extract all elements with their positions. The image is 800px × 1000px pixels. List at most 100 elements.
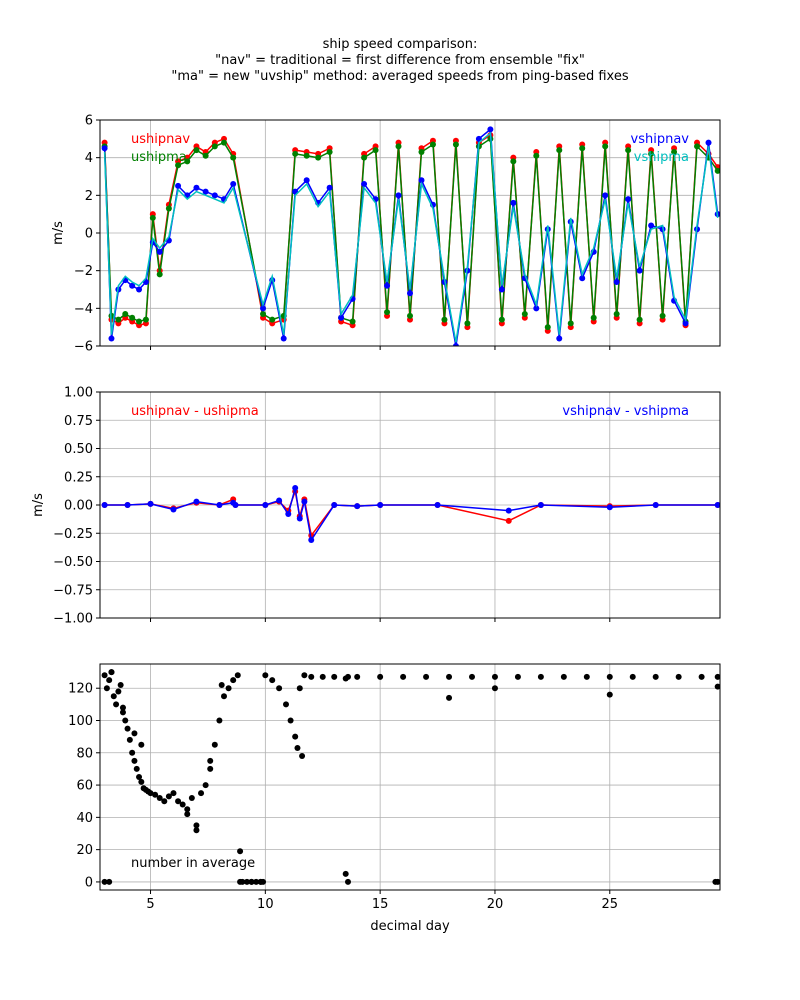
- data-point-ushipma: [211, 143, 218, 150]
- data-point-number-in-average: [491, 673, 498, 680]
- data-point-number-in-average: [714, 683, 720, 690]
- data-point-ushipma: [326, 149, 333, 156]
- x-axis-label: decimal day: [370, 919, 450, 934]
- legend-text-ushipnav: ushipnav: [131, 132, 190, 147]
- y-tick-label: 0.75: [64, 414, 93, 429]
- data-point-ushipma: [533, 152, 540, 159]
- data-point-number-in-average: [156, 794, 163, 801]
- data-point-number-in-average: [583, 673, 590, 680]
- data-point-number-in-average: [296, 685, 303, 692]
- data-point-vshipnav: [613, 278, 620, 285]
- data-point-number-in-average: [138, 778, 145, 785]
- data-point-number-in-average: [225, 685, 232, 692]
- annotation-number-in-average: number in average: [131, 856, 255, 871]
- data-point-number-in-average: [230, 677, 237, 684]
- data-point-ushipma: [149, 214, 156, 221]
- y-tick-label: 120: [68, 682, 93, 697]
- y-tick-label: −0.50: [53, 555, 93, 570]
- data-point-number-in-average: [103, 685, 110, 692]
- data-point-ushipma: [184, 158, 191, 165]
- data-point-vshipnav: [602, 192, 609, 199]
- series-line-ushipnav-ushipma: [104, 488, 718, 538]
- data-point-number-in-average: [131, 757, 138, 764]
- data-point-ushipma: [613, 310, 620, 317]
- legend-text-ushipma: ushipma: [131, 150, 187, 165]
- data-point-vshipnav: [407, 290, 413, 297]
- data-point-number-in-average: [714, 878, 720, 885]
- data-point-number-in-average: [514, 673, 521, 680]
- data-point-number-in-average: [193, 827, 200, 834]
- data-point-vshipnav: [498, 286, 505, 293]
- data-point-vshipnav: [510, 199, 517, 206]
- data-point-number-in-average: [345, 878, 351, 885]
- series-line-vshipma: [103, 131, 719, 343]
- data-point-ushipma: [407, 312, 413, 319]
- data-point-vshipnav-vshipma: [308, 537, 315, 544]
- data-point-number-in-average: [714, 673, 720, 680]
- data-point-ushipma: [694, 143, 701, 150]
- data-point-number-in-average: [237, 848, 244, 855]
- panel-2: −1.00 −0.75 −0.50 −0.25 0.00 0.25 0.50 0.75 1.00…: [31, 386, 721, 627]
- y-tick-label: 6: [85, 114, 93, 129]
- data-point-number-in-average: [675, 673, 682, 680]
- data-point-ushipma: [202, 152, 209, 159]
- data-point-number-in-average: [301, 672, 308, 679]
- data-point-number-in-average: [101, 672, 108, 679]
- data-point-number-in-average: [423, 673, 430, 680]
- data-point-vshipnav-vshipma: [276, 497, 283, 504]
- data-point-ushipma: [384, 309, 391, 316]
- data-point-vshipnav: [230, 181, 237, 188]
- data-point-vshipnav: [260, 305, 267, 312]
- data-point-number-in-average: [294, 744, 301, 751]
- data-point-vshipnav-vshipma: [505, 507, 512, 514]
- data-point-number-in-average: [207, 765, 214, 772]
- data-point-ushipma: [129, 314, 136, 321]
- data-point-number-in-average: [283, 701, 289, 708]
- legend-text-vshipnav-vshipma: vshipnav - vshipma: [562, 404, 689, 419]
- y-tick-label: −4: [74, 302, 93, 317]
- data-point-ushipma: [221, 139, 227, 146]
- data-point-vshipnav-vshipma: [147, 500, 154, 507]
- y-tick-label: −0.25: [53, 527, 93, 542]
- y-axis-label: m/s: [51, 221, 66, 245]
- data-point-vshipnav: [395, 192, 402, 199]
- data-point-number-in-average: [237, 878, 244, 885]
- data-point-number-in-average: [287, 717, 294, 724]
- data-point-ushipma: [418, 149, 425, 156]
- data-point-ushipma: [671, 149, 678, 156]
- data-point-number-in-average: [113, 701, 120, 708]
- data-point-ushipma: [602, 143, 609, 150]
- data-point-ushipma: [579, 145, 586, 152]
- y-tick-label: 0: [85, 227, 93, 242]
- data-point-vshipnav: [175, 182, 182, 189]
- data-point-vshipnav: [384, 282, 391, 289]
- y-tick-label: −6: [74, 340, 93, 355]
- data-point-number-in-average: [188, 794, 195, 801]
- plot-area: [101, 126, 720, 346]
- data-point-number-in-average: [133, 765, 140, 772]
- data-point-vshipnav: [648, 222, 655, 229]
- data-point-vshipnav: [338, 314, 345, 321]
- data-point-ushipma: [590, 314, 597, 321]
- series-line-vshipnav-vshipma: [104, 487, 718, 542]
- legend-text-ushipnav-ushipma: ushipnav - ushipma: [131, 404, 259, 419]
- y-tick-label: 40: [76, 811, 93, 826]
- y-tick-label: 0.25: [64, 470, 93, 485]
- data-point-vshipnav: [156, 248, 163, 255]
- data-point-number-in-average: [175, 798, 182, 805]
- data-point-ushipma: [230, 154, 237, 161]
- data-point-vshipnav: [129, 282, 136, 289]
- y-tick-label: 80: [76, 746, 93, 761]
- y-tick-label: −0.75: [53, 583, 93, 598]
- legend-text-vshipma: vshipma: [634, 150, 689, 165]
- y-tick-label: 1.00: [64, 386, 93, 401]
- data-point-number-in-average: [469, 673, 475, 680]
- x-tick-label: 20: [487, 897, 504, 912]
- data-point-vshipnav: [533, 305, 540, 312]
- data-point-vshipnav-vshipma: [193, 498, 200, 505]
- data-point-number-in-average: [129, 749, 136, 756]
- data-point-number-in-average: [629, 673, 636, 680]
- data-point-number-in-average: [377, 673, 384, 680]
- data-point-ushipma: [567, 320, 574, 327]
- data-point-vshipnav: [705, 139, 712, 146]
